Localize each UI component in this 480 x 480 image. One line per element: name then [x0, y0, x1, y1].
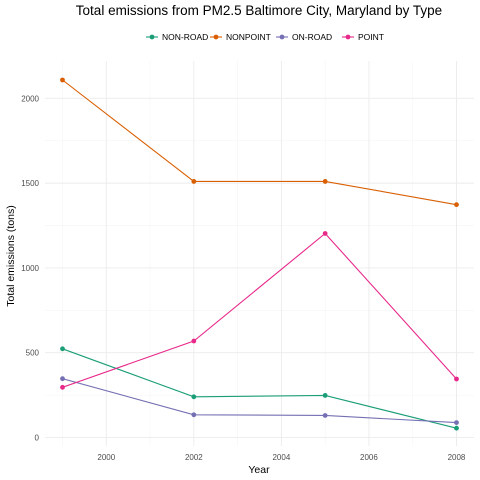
legend-item-point: POINT — [342, 32, 384, 42]
y-tick-label: 500 — [26, 349, 40, 358]
x-tick-label: 2000 — [97, 453, 115, 462]
data-point-nonpoint — [323, 179, 328, 184]
plot-grid — [45, 61, 474, 446]
legend-item-on-road: ON-ROAD — [276, 32, 332, 42]
legend-key-point — [346, 35, 351, 40]
legend-label: ON-ROAD — [292, 32, 332, 42]
data-point-on-road — [323, 413, 328, 418]
y-axis-title: Total emissions (tons) — [5, 205, 17, 307]
data-point-non-road — [454, 426, 459, 431]
series-nonpoint — [60, 78, 459, 207]
y-tick-label: 0 — [35, 434, 40, 443]
legend-key-point — [150, 35, 155, 40]
series-line-non-road — [63, 349, 457, 428]
series-on-road — [60, 376, 459, 425]
chart-title: Total emissions from PM2.5 Baltimore Cit… — [76, 3, 442, 18]
data-point-point — [191, 339, 196, 344]
data-point-on-road — [191, 412, 196, 417]
y-tick-label: 2000 — [21, 94, 39, 103]
x-tick-label: 2002 — [185, 453, 203, 462]
legend-label: NONPOINT — [226, 32, 271, 42]
data-point-non-road — [323, 393, 328, 398]
y-tick-label: 1000 — [21, 264, 39, 273]
data-point-non-road — [60, 346, 65, 351]
data-point-nonpoint — [454, 202, 459, 207]
legend-key-point — [280, 35, 285, 40]
x-tick-label: 2004 — [272, 453, 290, 462]
data-point-point — [323, 231, 328, 236]
x-axis-title: Year — [248, 464, 270, 476]
x-axis-ticks: 2000 2002 2004 2006 2008 — [97, 453, 466, 462]
data-point-on-road — [60, 376, 65, 381]
legend-item-nonpoint: NONPOINT — [210, 32, 271, 42]
y-tick-label: 1500 — [21, 179, 39, 188]
data-point-point — [454, 377, 459, 382]
legend: NON-ROAD NONPOINT ON-ROAD POINT — [146, 32, 384, 42]
data-point-on-road — [454, 420, 459, 425]
y-axis-ticks: 0 500 1000 1500 2000 — [21, 94, 39, 442]
legend-label: POINT — [358, 32, 384, 42]
data-point-point — [60, 385, 65, 390]
series-layer — [60, 78, 459, 431]
data-point-nonpoint — [191, 179, 196, 184]
legend-label: NON-ROAD — [162, 32, 208, 42]
series-non-road — [60, 346, 459, 430]
series-line-on-road — [63, 379, 457, 423]
x-tick-label: 2008 — [448, 453, 466, 462]
data-point-nonpoint — [60, 78, 65, 83]
x-tick-label: 2006 — [360, 453, 378, 462]
data-point-non-road — [191, 394, 196, 399]
legend-item-non-road: NON-ROAD — [146, 32, 208, 42]
legend-key-point — [214, 35, 219, 40]
